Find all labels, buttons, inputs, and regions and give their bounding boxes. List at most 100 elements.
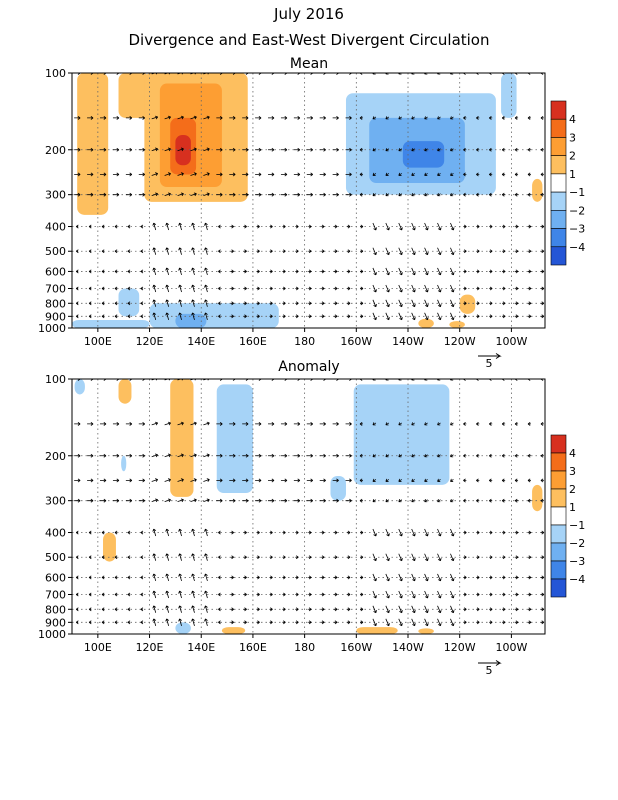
vector-arrow — [243, 607, 247, 612]
vector-arrow — [282, 592, 286, 597]
vector-arrow — [359, 249, 364, 254]
vector-arrow — [255, 453, 262, 458]
vector-arrow — [450, 422, 454, 426]
vector-arrow — [282, 301, 286, 306]
vector-arrow — [88, 592, 92, 597]
vector-arrow — [256, 269, 260, 274]
vector-arrow — [152, 528, 157, 537]
vector-arrow — [295, 620, 299, 625]
vector-arrow — [230, 555, 234, 560]
vector-arrow — [88, 620, 92, 625]
vector-arrow — [463, 301, 467, 306]
vector-arrow — [230, 224, 234, 229]
vector-arrow — [437, 247, 442, 256]
vector-arrow — [218, 224, 221, 229]
vector-arrow — [74, 498, 81, 503]
vector-arrow — [437, 528, 442, 537]
vector-arrow — [306, 453, 314, 458]
x-tick-label: 160E — [239, 335, 267, 348]
vector-arrow — [88, 224, 92, 229]
y-tick-label: 800 — [45, 603, 66, 616]
reference-vector-label: 5 — [486, 357, 493, 370]
vector-arrow — [488, 192, 493, 197]
vector-arrow — [476, 478, 480, 483]
vector-arrow — [190, 192, 197, 197]
vector-arrow — [242, 192, 249, 197]
vector-arrow — [114, 575, 118, 580]
vector-arrow — [295, 249, 299, 254]
vector-arrow — [488, 172, 493, 177]
anomaly-panel-title: Anomaly — [278, 359, 339, 375]
vector-arrow — [127, 530, 131, 535]
vector-arrow — [476, 592, 480, 597]
vector-arrow — [450, 312, 455, 321]
vector-arrow — [332, 172, 339, 177]
vector-arrow — [540, 478, 544, 483]
vector-arrow — [190, 453, 197, 458]
vector-arrow — [437, 148, 441, 152]
vector-arrow — [282, 620, 286, 625]
vector-arrow — [282, 249, 286, 254]
vector-arrow — [243, 555, 247, 560]
vector-arrow — [347, 607, 351, 612]
vector-arrow — [204, 247, 208, 255]
vector-arrow — [308, 607, 312, 612]
vector-arrow — [114, 555, 118, 560]
vector-arrow — [501, 172, 506, 177]
vector-arrow — [125, 115, 133, 120]
vector-arrow — [280, 421, 288, 426]
vector-arrow — [203, 172, 210, 176]
vector-arrow — [216, 115, 223, 120]
vector-arrow — [178, 284, 182, 293]
vector-arrow — [334, 269, 338, 274]
vector-arrow — [114, 286, 118, 291]
vector-arrow — [152, 590, 157, 599]
vector-arrow — [347, 286, 351, 291]
vector-arrow — [372, 222, 377, 231]
vector-arrow — [411, 618, 416, 627]
shaded-region — [175, 134, 191, 166]
shaded-region — [418, 628, 434, 634]
vector-arrow — [282, 575, 286, 580]
vector-arrow — [514, 115, 519, 120]
vector-arrow — [437, 116, 441, 120]
vector-arrow — [437, 267, 442, 276]
vector-arrow — [140, 592, 144, 597]
vector-arrow — [424, 116, 428, 120]
vector-arrow — [140, 530, 144, 535]
vector-arrow — [411, 247, 416, 256]
vector-arrow — [334, 592, 338, 597]
vector-arrow — [489, 314, 493, 319]
vector-arrow — [178, 299, 182, 307]
vector-arrow — [463, 147, 467, 152]
vector-arrow — [345, 172, 352, 177]
y-tick-label: 1000 — [38, 628, 66, 641]
vector-arrow — [515, 620, 519, 625]
reference-vector-arrow — [478, 660, 502, 666]
vector-arrow — [75, 575, 79, 580]
vector-arrow — [437, 590, 442, 599]
vector-arrow — [112, 192, 120, 197]
colorbar-label: 3 — [569, 465, 576, 478]
colorbar-swatch — [550, 524, 567, 544]
colorbar-swatch — [550, 542, 567, 562]
vector-arrow — [463, 286, 467, 291]
vector-arrow — [229, 421, 236, 426]
vector-arrow — [385, 222, 390, 231]
vector-arrow — [476, 269, 480, 274]
vector-arrow — [218, 575, 221, 580]
vector-arrow — [424, 192, 428, 197]
vector-arrow — [308, 286, 312, 291]
vector-arrow — [398, 498, 402, 503]
vector-arrow — [164, 172, 171, 176]
vector-arrow — [308, 555, 312, 560]
vector-arrow — [165, 222, 170, 231]
vector-arrow — [243, 575, 247, 580]
vector-arrow — [138, 172, 146, 177]
vector-arrow — [321, 314, 325, 319]
vector-arrow — [127, 301, 131, 306]
vector-arrow — [450, 478, 454, 482]
vector-arrow — [242, 498, 249, 503]
x-tick-label: 120W — [444, 335, 476, 348]
vector-arrow — [100, 453, 107, 458]
